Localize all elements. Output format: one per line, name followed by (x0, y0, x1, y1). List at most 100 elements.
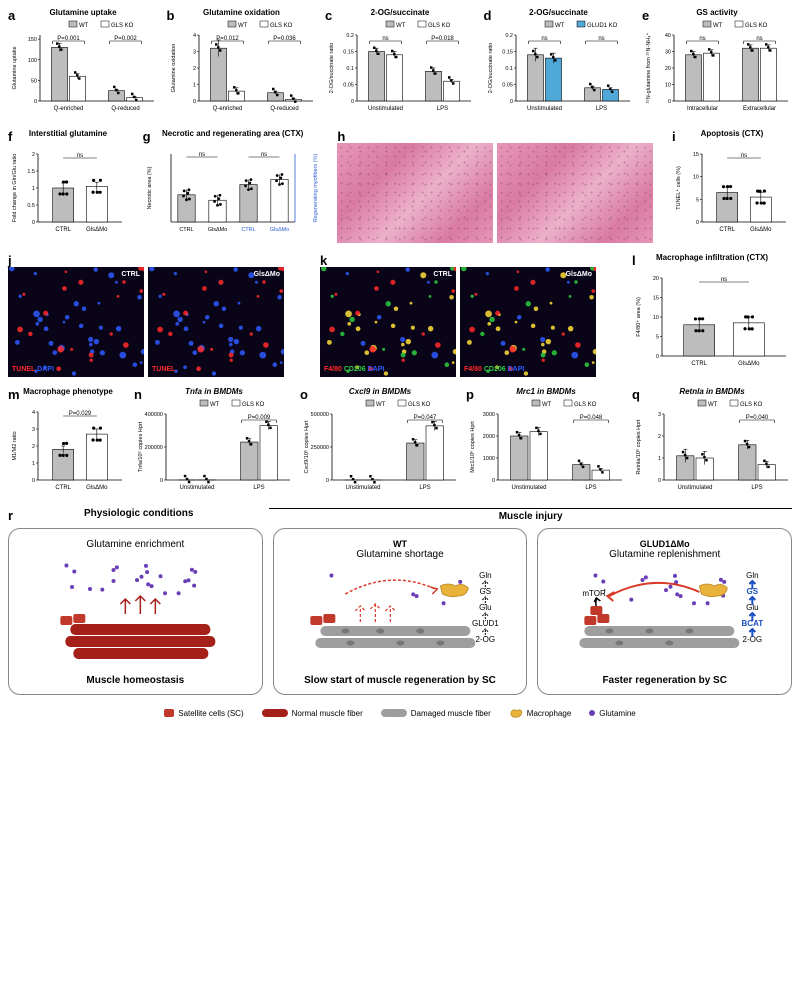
svg-text:1: 1 (32, 461, 35, 467)
svg-text:0.2: 0.2 (346, 33, 354, 39)
svg-text:0: 0 (696, 220, 699, 226)
panel-q-title: Retnla in BMDMs (632, 387, 792, 396)
svg-text:100: 100 (28, 58, 37, 64)
svg-text:0.05: 0.05 (343, 83, 354, 89)
svg-text:WT: WT (713, 23, 723, 29)
svg-text:ns: ns (699, 36, 705, 42)
head-physio: Physiologic conditions (8, 508, 269, 522)
svg-text:0.1: 0.1 (346, 66, 354, 72)
svg-text:0.15: 0.15 (343, 50, 354, 56)
panel-f-title: Interstitial glutamine (8, 129, 128, 138)
panel-k: k CTRL F4/80 CD206 DAPI GlsΔMo F4/80 CD2… (320, 253, 600, 377)
svg-text:Unstimulated: Unstimulated (511, 485, 546, 491)
panel-l-title: Macrophage infiltration (CTX) (632, 253, 792, 262)
svg-text:0.05: 0.05 (502, 83, 513, 89)
svg-text:GLS KO: GLS KO (740, 402, 763, 408)
svg-text:1000: 1000 (483, 456, 495, 462)
svg-text:Unstimulated: Unstimulated (677, 485, 712, 491)
panel-label-k: k (320, 253, 327, 268)
svg-text:15: 15 (693, 152, 699, 158)
chart-f: 00.511.52Fold change in Gln/Glu ratioCTR… (8, 140, 128, 240)
panel-label-o: o (300, 387, 308, 402)
svg-text:2-OG/succinate ratio: 2-OG/succinate ratio (488, 43, 494, 93)
svg-text:GLS KO: GLS KO (428, 23, 451, 29)
svg-text:15: 15 (653, 296, 659, 302)
fluor-k-right-label: GlsΔMo (566, 271, 592, 278)
svg-text:5: 5 (696, 197, 699, 203)
svg-text:3: 3 (658, 412, 661, 418)
svg-text:F4/80⁺ area (%): F4/80⁺ area (%) (635, 297, 642, 337)
svg-text:4: 4 (192, 33, 195, 39)
diagram-box-wt: WT Glutamine shortage Gln GS Glu GLUD1 (273, 528, 528, 695)
svg-text:50: 50 (31, 78, 37, 84)
svg-text:GLS KO: GLS KO (270, 23, 293, 29)
panel-label-g: g (143, 129, 151, 144)
fluor-j-markers: TUNEL DAPI (12, 366, 54, 373)
svg-text:P=0.040: P=0.040 (746, 415, 769, 421)
figure-root: a Glutamine uptake WTGLS KO050100150Glut… (0, 0, 800, 727)
svg-text:400000: 400000 (145, 412, 163, 418)
svg-text:P=0.048: P=0.048 (580, 415, 603, 421)
panel-n: n Tnfa in BMDMs WTGLS KO0200000400000Tnf… (134, 387, 294, 498)
panel-label-e: e (642, 8, 649, 23)
svg-text:ns: ns (541, 36, 547, 42)
box1-title: Glutamine enrichment (17, 539, 254, 550)
fluor-j-markers-2: TUNEL (152, 366, 175, 373)
legend-glutamine: Glutamine (589, 707, 635, 719)
svg-text:WT: WT (210, 402, 220, 408)
svg-text:LPS: LPS (253, 485, 264, 491)
fluor-k-left-label: CTRL (433, 271, 452, 278)
fluor-j-left-label: CTRL (121, 271, 140, 278)
svg-text:M1/M2 ratio: M1/M2 ratio (12, 431, 18, 460)
chart-i: 051015TUNEL⁺ cells (%)CTRLGlsΔMons (672, 140, 792, 240)
marker-cd206: CD206 (344, 366, 366, 373)
panel-j: j CTRL TUNEL DAPI GlsΔMo TUNEL (8, 253, 288, 377)
svg-text:CTRL: CTRL (55, 227, 71, 233)
svg-text:0: 0 (192, 99, 195, 105)
legend-normal-fiber: Normal muscle fiber (262, 707, 363, 719)
svg-text:0: 0 (326, 478, 329, 484)
svg-text:Q-reduced: Q-reduced (270, 106, 298, 112)
svg-text:Gln: Gln (746, 571, 758, 580)
chart-d: WTGLUD1 KO00.050.10.150.22-OG/succinate … (484, 19, 634, 119)
svg-text:2-OG/succinate ratio: 2-OG/succinate ratio (329, 43, 335, 93)
svg-text:GLS KO: GLS KO (111, 23, 134, 29)
fluor-k-markers-2: F4/80 CD206 DAPI (464, 366, 524, 373)
panel-label-r: r (8, 508, 13, 523)
svg-text:Cxcl9/10⁶ copies Hprt: Cxcl9/10⁶ copies Hprt (303, 420, 310, 473)
svg-text:WT: WT (542, 402, 552, 408)
svg-text:GLUD1 KO: GLUD1 KO (587, 23, 618, 29)
svg-text:GlsΔMo: GlsΔMo (738, 361, 760, 367)
panel-o: o Cxcl9 in BMDMs WTGLS KO0250000500000Cx… (300, 387, 460, 498)
svg-text:GlsΔMo: GlsΔMo (86, 485, 108, 491)
svg-text:CTRL: CTRL (241, 227, 255, 233)
box3-head: GLUD1ΔMo (546, 539, 783, 549)
box2-title: Glutamine shortage (282, 549, 519, 560)
legend-damaged-fiber: Damaged muscle fiber (381, 707, 491, 719)
box2-head: WT (282, 539, 519, 549)
svg-text:0: 0 (656, 354, 659, 360)
legend-sc: Satellite cells (SC) (164, 707, 243, 719)
svg-text:500000: 500000 (311, 412, 329, 418)
panel-label-j: j (8, 253, 12, 268)
svg-text:0: 0 (658, 478, 661, 484)
panel-a-title: Glutamine uptake (8, 8, 158, 17)
chart-b: WTGLS KO01234Glutamine oxidationP=0.012Q… (167, 19, 317, 119)
svg-text:200000: 200000 (145, 445, 163, 451)
chart-m: 01234M1/M2 ratioCTRLGlsΔMoP=0.029 (8, 398, 128, 498)
svg-text:ns: ns (382, 36, 388, 42)
svg-text:P=0.012: P=0.012 (216, 36, 239, 42)
svg-text:¹⁵N-glutamine from ¹⁵N-NH₄⁺: ¹⁵N-glutamine from ¹⁵N-NH₄⁺ (645, 32, 652, 103)
panel-label-h: h (337, 129, 345, 144)
diagram-svg-2: Gln GS Glu GLUD1 2-OG (282, 564, 519, 664)
panel-p-title: Mrc1 in BMDMs (466, 387, 626, 396)
diagram-box-glud: GLUD1ΔMo Glutamine replenishment mTOR ↑ … (537, 528, 792, 695)
svg-text:P=0.009: P=0.009 (248, 415, 271, 421)
svg-text:Q-enriched: Q-enriched (54, 106, 84, 112)
svg-text:2: 2 (658, 434, 661, 440)
svg-text:Glutamine oxidation: Glutamine oxidation (171, 44, 177, 93)
svg-text:1: 1 (658, 456, 661, 462)
row-1: a Glutamine uptake WTGLS KO050100150Glut… (8, 8, 792, 119)
svg-text:WT: WT (555, 23, 565, 29)
svg-text:GlsΔMo: GlsΔMo (269, 227, 289, 233)
